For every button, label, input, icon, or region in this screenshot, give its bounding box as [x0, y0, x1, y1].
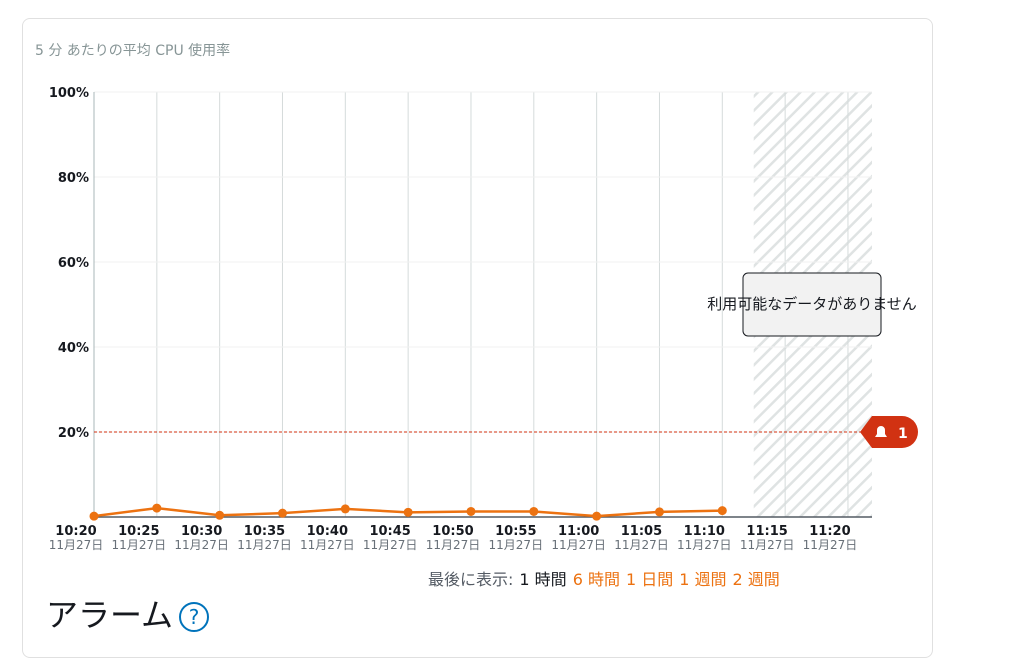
- y-tick-label: 40%: [58, 341, 89, 356]
- x-tick-label: 11:00: [558, 524, 599, 539]
- help-icon[interactable]: ?: [179, 602, 210, 632]
- time-range: 最後に表示: 1 時間 6 時間 1 日間 1 週間 2 週間: [428, 566, 786, 590]
- x-tick-date: 11月27日: [551, 538, 606, 552]
- x-tick-label: 11:20: [809, 524, 850, 539]
- range-label: 最後に表示:: [428, 570, 514, 589]
- x-tick-label: 11:15: [746, 524, 787, 539]
- x-tick-date: 11月27日: [426, 538, 481, 552]
- point: [89, 511, 99, 521]
- x-tick-date: 11月27日: [614, 538, 669, 552]
- x-tick-label: 11:05: [621, 524, 662, 539]
- x-tick-date: 11月27日: [174, 538, 229, 552]
- y-tick-label: 20%: [58, 426, 89, 441]
- x-tick-label: 10:20: [55, 524, 96, 539]
- chart: 5 分 あたりの平均 CPU 使用率 10:2011月27日10:2511月27…: [35, 42, 918, 552]
- section-title: アラーム: [46, 596, 174, 634]
- x-tick-date: 11月27日: [112, 538, 167, 552]
- bell-icon: [875, 426, 887, 437]
- x-tick-label: 10:25: [118, 524, 159, 539]
- x-tick-date: 11月27日: [740, 538, 795, 552]
- x-tick-date: 11月27日: [363, 538, 418, 552]
- range-option[interactable]: 1 時間: [519, 570, 567, 589]
- no-data-label: 利用可能なデータがありません: [707, 295, 917, 313]
- alarm-badge: 1: [860, 416, 918, 448]
- range-option[interactable]: 2 週間: [732, 570, 780, 589]
- point: [340, 504, 350, 514]
- x-tick-label: 11:10: [684, 524, 725, 539]
- range-option[interactable]: 1 日間: [625, 570, 674, 589]
- x-tick-label: 10:35: [244, 524, 285, 539]
- no-data-box: [742, 272, 882, 337]
- x-tick-date: 11月27日: [237, 538, 292, 552]
- alarm-badge-shape: [860, 416, 918, 448]
- x-tick-label: 10:30: [181, 524, 222, 539]
- x-tick-date: 11月27日: [677, 538, 732, 552]
- point: [717, 506, 727, 516]
- x-tick-label: 10:40: [307, 524, 348, 539]
- y-tick-label: 60%: [58, 256, 89, 271]
- x-tick-date: 11月27日: [489, 538, 544, 552]
- x-tick-date: 11月27日: [803, 538, 858, 552]
- point: [215, 510, 225, 520]
- y-tick-label: 80%: [58, 171, 89, 186]
- range-option[interactable]: 6 時間: [572, 570, 620, 589]
- y-tick-label: 100%: [49, 86, 89, 101]
- x-tick-label: 10:55: [495, 524, 536, 539]
- range-option[interactable]: 1 週間: [679, 570, 727, 589]
- chart-title: 5 分 あたりの平均 CPU 使用率: [35, 42, 230, 59]
- x-tick-label: 10:50: [432, 524, 473, 539]
- point: [592, 511, 602, 521]
- alarm-count: 1: [898, 426, 908, 442]
- point: [152, 503, 162, 513]
- point: [277, 508, 287, 518]
- section-heading: アラーム?: [46, 590, 210, 636]
- point: [466, 506, 476, 516]
- page: {"chart_data":{"type":"line","title":"5 …: [22, 18, 933, 658]
- point: [654, 507, 664, 517]
- x-tick-label: 10:45: [369, 524, 410, 539]
- x-tick-date: 11月27日: [300, 538, 355, 552]
- x-tick-date: 11月27日: [49, 538, 104, 552]
- point: [529, 506, 539, 516]
- point: [403, 507, 413, 517]
